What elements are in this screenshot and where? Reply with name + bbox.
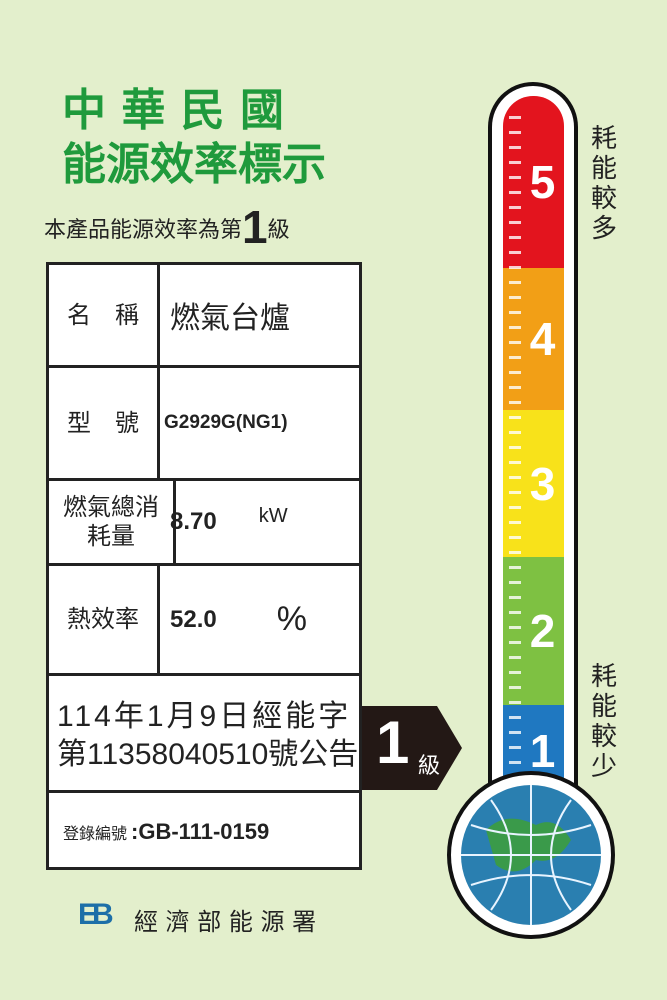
title-line1: 中 華 民 國 <box>62 85 284 136</box>
gas-label: 燃氣總消耗量 <box>49 481 176 563</box>
row-gas: 燃氣總消耗量 8.70 kW <box>49 481 359 566</box>
eff-label: 熱效率 <box>49 566 160 673</box>
announce-line1: 114年1月9日經能字 <box>57 700 352 733</box>
thermometer-scale: 5 4 3 2 1 <box>503 96 564 796</box>
model-value: G2929G(NG1) <box>164 412 288 433</box>
org-name: 經 濟 部 能 源 署 <box>134 908 317 936</box>
announce-line2: 第11358040510號公告 <box>57 738 359 771</box>
more-energy-label: 耗能較多 <box>591 124 618 244</box>
grade-value: 1 <box>242 201 268 253</box>
arrow-grade: 1 <box>376 709 410 776</box>
scale-ticks <box>509 116 521 796</box>
row-announcement: 114年1月9日經能字 第11358040510號公告 <box>49 676 359 793</box>
globe-icon <box>447 771 615 939</box>
level-number: 5 <box>529 156 556 208</box>
grade-arrow <box>362 706 462 790</box>
eff-value: 52.0 <box>170 605 217 633</box>
row-efficiency: 熱效率 52.0% <box>49 566 359 676</box>
row-name: 名 稱 燃氣台爐 <box>49 265 359 368</box>
level-number: 1 <box>529 724 556 777</box>
title-line2: 能源效率標示 <box>62 139 326 190</box>
model-label: 型 號 <box>49 368 160 478</box>
level-number: 2 <box>529 605 556 657</box>
row-registration: 登錄編號 :GB-111-0159 <box>49 793 359 870</box>
reg-value: :GB-111-0159 <box>131 818 270 844</box>
name-value: 燃氣台爐 <box>170 301 290 336</box>
info-table: 名 稱 燃氣台爐 型 號 G2929G(NG1) 燃氣總消耗量 8.70 kW 熱… <box>46 262 362 870</box>
grade-statement: 本產品能源效率為第1級 <box>44 200 290 254</box>
row-model: 型 號 G2929G(NG1) <box>49 368 359 481</box>
reg-label: 登錄編號 <box>63 823 128 843</box>
less-energy-label: 耗能較少 <box>591 662 618 782</box>
arrow-suffix: 級 <box>418 754 441 779</box>
energy-bureau-logo: EB <box>78 898 114 931</box>
gas-value: 8.70 <box>170 508 217 535</box>
name-label: 名 稱 <box>49 265 160 365</box>
level-number: 3 <box>529 457 556 510</box>
level-number: 4 <box>529 313 556 365</box>
gas-unit: kW <box>258 504 288 527</box>
grade-suffix: 級 <box>267 218 290 243</box>
grade-prefix: 本產品能源效率為第 <box>44 218 243 243</box>
eff-unit: % <box>276 600 307 638</box>
